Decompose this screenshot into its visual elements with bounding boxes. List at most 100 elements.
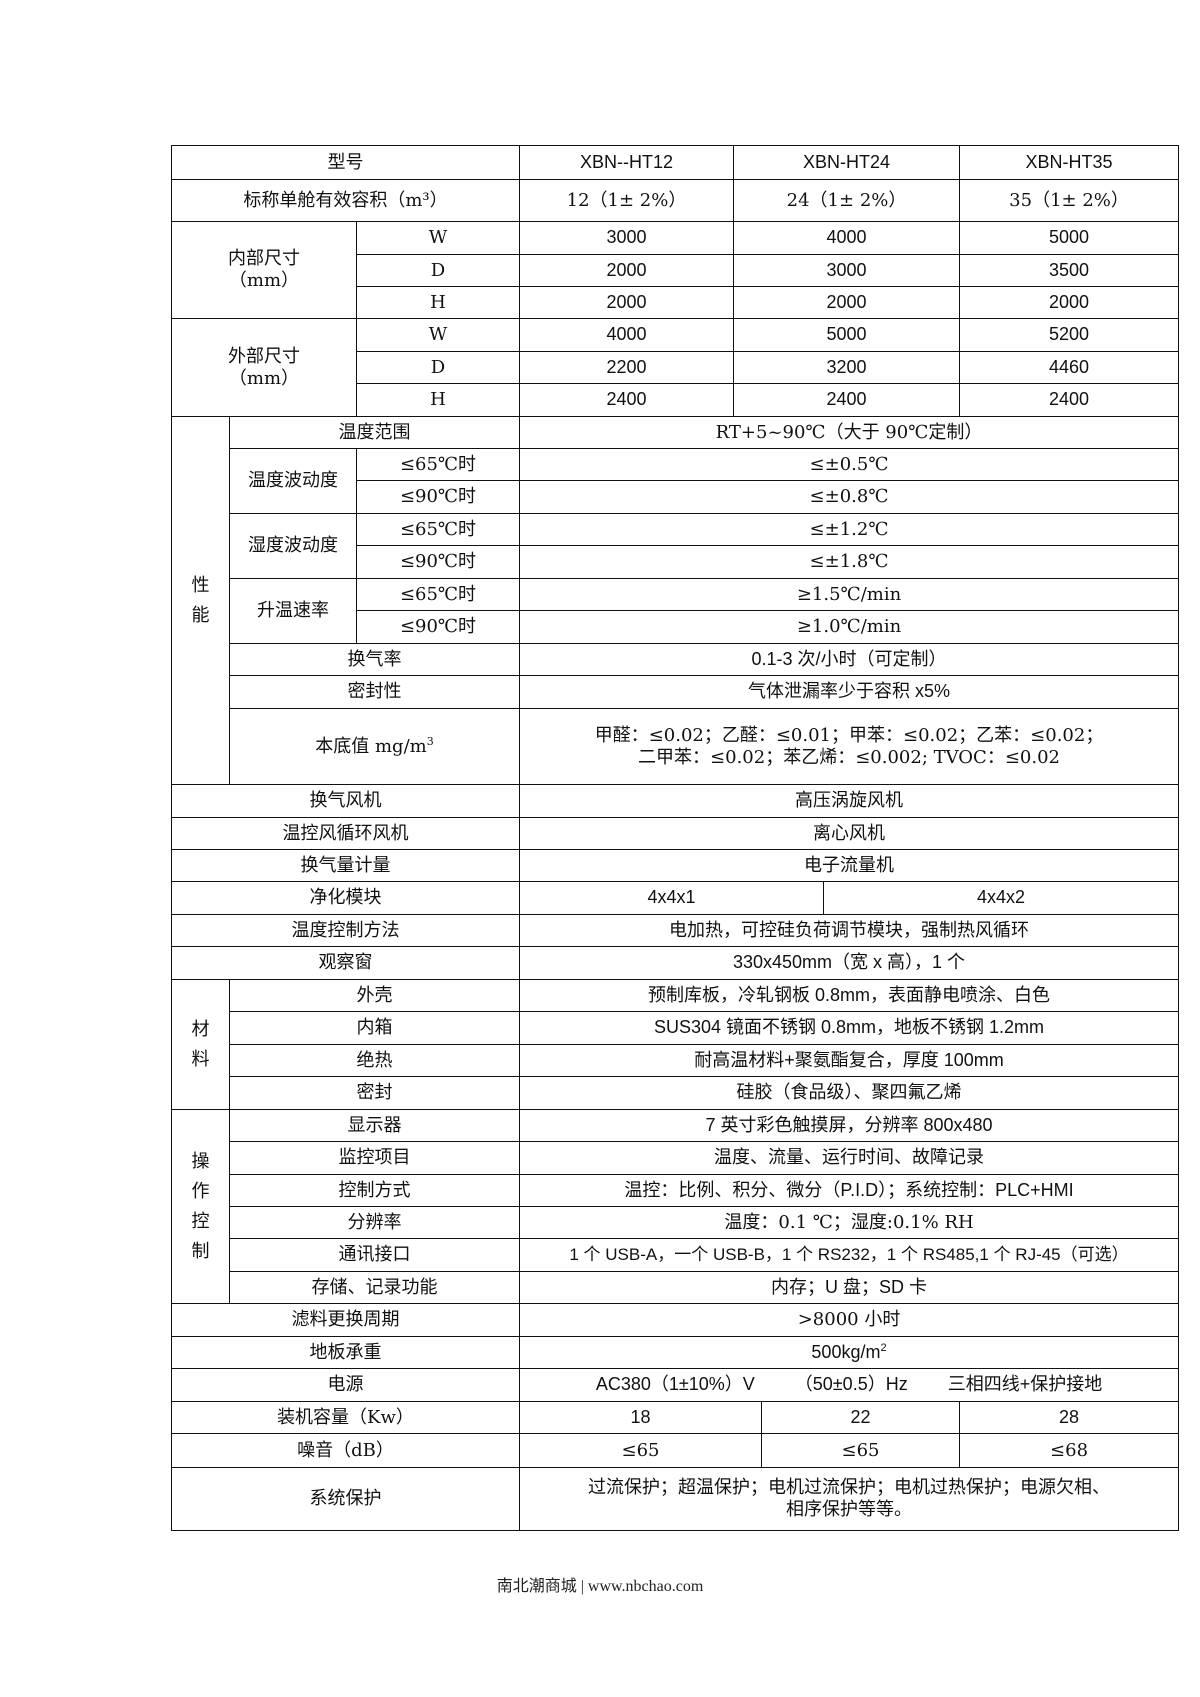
material-row: 材料 外壳 预制库板，冷轧钢板 0.8mm，表面静电喷涂、白色: [171, 979, 1180, 1110]
row-label: 换气率: [229, 643, 520, 676]
sealing-row: 密封性 气体泄漏率少于容积 x5%: [172, 675, 1180, 709]
cell: 4000: [519, 318, 734, 352]
power-row: 电源 AC380（1±10%）V （50±0.5）Hz 三相四线+保护接地: [171, 1368, 1180, 1402]
row-label: 内箱: [229, 1011, 520, 1045]
protection-line: 过流保护；超温保护；电机过流保护；电机过热保护；电源欠相、: [588, 1477, 1111, 1499]
operation-row: 存储、记录功能 内存；U 盘；SD 卡: [172, 1271, 1180, 1304]
condition: ≤65℃时: [356, 448, 520, 481]
condition: ≤65℃时: [356, 578, 520, 611]
row-value: 过流保护；超温保护；电机过流保护；电机过热保护；电源欠相、 相序保护等等。: [518, 1467, 1180, 1531]
cell: 2400: [519, 383, 734, 417]
materials-group-label: 材料: [171, 979, 230, 1110]
operation-row: 通讯接口 1 个 USB-A，一个 USB-B，1 个 RS232，1 个 RS…: [172, 1238, 1180, 1272]
general-row: 温控风循环风机 离心风机: [171, 817, 1180, 850]
row-value: 330x450mm（宽 x 高），1 个: [518, 946, 1180, 980]
dim-label: W: [356, 221, 520, 255]
outer-size-unit: （mm）: [228, 367, 300, 389]
operation-row: 控制方式 温控：比例、积分、微分（P.I.D）；系统控制：PLC+HMI: [172, 1174, 1180, 1207]
cell: 3000: [519, 221, 734, 255]
row-label: 净化模块: [171, 881, 520, 915]
model-row: 型号 XBN--HT12 XBN-HT24 XBN-HT35: [171, 145, 1180, 180]
model-label: 型号: [171, 145, 520, 180]
row-label: 电源: [171, 1368, 520, 1402]
background-line: 甲醛：≤0.02；乙醛：≤0.01；甲苯：≤0.02；乙苯：≤0.02；: [594, 724, 1104, 746]
volume-3: 35（1± 2%）: [959, 179, 1180, 222]
volume-2: 24（1± 2%）: [732, 179, 961, 222]
floor-load-sup: 2: [880, 1341, 887, 1354]
row-value: ≤68: [959, 1433, 1180, 1468]
row-value: 28: [959, 1401, 1180, 1434]
cell: 3500: [959, 254, 1180, 287]
row-value: ≤±0.5℃: [518, 448, 1180, 481]
dim-label: D: [356, 254, 520, 287]
cell: 3200: [732, 351, 961, 384]
temp-fluct-row: 温度波动度 ≤65℃时 ≤±0.5℃: [172, 448, 1180, 514]
row-value: 1 个 USB-A，一个 USB-B，1 个 RS232，1 个 RS485,1…: [518, 1238, 1180, 1272]
background-sup: 3: [426, 735, 434, 749]
operation-row: 监控项目 温度、流量、运行时间、故障记录: [172, 1141, 1180, 1175]
volume-label: 标称单舱有效容积（m³）: [171, 179, 520, 222]
performance-group-label: 性能: [171, 416, 230, 785]
row-label: 换气风机: [171, 784, 520, 818]
humid-fluct-row: 湿度波动度 ≤65℃时 ≤±1.2℃: [172, 513, 1180, 579]
row-value: 电子流量机: [518, 849, 1180, 882]
row-label: 存储、记录功能: [229, 1271, 520, 1304]
model-3: XBN-HT35: [959, 145, 1180, 180]
row-value: RT+5~90℃（大于 90℃定制）: [518, 416, 1180, 449]
row-value: SUS304 镜面不锈钢 0.8mm，地板不锈钢 1.2mm: [518, 1011, 1180, 1045]
cell: 2000: [959, 286, 1180, 319]
material-row: 内箱 SUS304 镜面不锈钢 0.8mm，地板不锈钢 1.2mm: [172, 1011, 1180, 1045]
row-value: ≤65: [519, 1433, 762, 1468]
inner-w-row: 内部尺寸 （mm） W 3000 4000 5000: [171, 221, 1180, 319]
row-value: 内存；U 盘；SD 卡: [518, 1271, 1180, 1304]
condition: ≤65℃时: [356, 513, 520, 546]
row-label: 监控项目: [229, 1141, 520, 1175]
row-value: 预制库板，冷轧钢板 0.8mm，表面静电喷涂、白色: [518, 979, 1180, 1012]
installed-power-row: 装机容量（Kw） 18 22 28: [171, 1401, 1180, 1434]
row-value: 7 英寸彩色触摸屏，分辨率 800x480: [518, 1109, 1180, 1142]
row-value: ≥1.0℃/min: [518, 610, 1180, 644]
row-value: 耐高温材料+聚氨酯复合，厚度 100mm: [518, 1044, 1180, 1077]
spec-table: 型号 XBN--HT12 XBN-HT24 XBN-HT35 标称单舱有效容积（…: [171, 145, 1180, 1531]
row-label: 温度控制方法: [171, 914, 520, 947]
row-label: 温度波动度: [229, 448, 357, 514]
performance-group-text: 性能: [191, 574, 210, 626]
volume-row: 标称单舱有效容积（m³） 12（1± 2%） 24（1± 2%） 35（1± 2…: [171, 179, 1180, 222]
operation-group-text: 操作控制: [191, 1150, 210, 1262]
condition: ≤90℃时: [356, 610, 520, 644]
row-label: 换气量计量: [171, 849, 520, 882]
protection-line: 相序保护等等。: [786, 1499, 913, 1520]
row-value: 硅胶（食品级）、聚四氟乙烯: [518, 1076, 1180, 1110]
background-row: 本底值 mg/m3 甲醛：≤0.02；乙醛：≤0.01；甲苯：≤0.02；乙苯：…: [172, 708, 1180, 785]
row-label: 密封性: [229, 675, 520, 709]
row-value: 离心风机: [518, 817, 1180, 850]
row-value: AC380（1±10%）V （50±0.5）Hz 三相四线+保护接地: [518, 1368, 1180, 1402]
row-value: ≥1.5℃/min: [518, 578, 1180, 611]
temp-range-row: 性能 温度范围 RT+5~90℃（大于 90℃定制）: [171, 416, 1180, 785]
model-2: XBN-HT24: [732, 145, 961, 180]
inner-size-title: 内部尺寸: [228, 248, 300, 270]
outer-w-row: 外部尺寸 （mm） W 4000 5000 5200: [171, 318, 1180, 417]
row-value: 温控：比例、积分、微分（P.I.D）；系统控制：PLC+HMI: [518, 1174, 1180, 1207]
inner-h-row: H 2000 2000 2000: [172, 286, 1180, 319]
outer-size-title: 外部尺寸: [228, 345, 300, 367]
filter-cycle-row: 滤料更换周期 >8000 小时: [171, 1303, 1180, 1337]
row-label: 分辨率: [229, 1206, 520, 1239]
air-change-row: 换气率 0.1-3 次/小时（可定制）: [172, 643, 1180, 676]
cell: 5000: [732, 318, 961, 352]
operation-row: 操作控制 显示器 7 英寸彩色触摸屏，分辨率 800x480: [171, 1109, 1180, 1304]
row-value: >8000 小时: [518, 1303, 1180, 1337]
background-label: 本底值 mg/m: [315, 736, 427, 758]
row-value: 18: [519, 1401, 762, 1434]
cell: 2200: [519, 351, 734, 384]
cell: 4000: [732, 221, 961, 255]
protection-row: 系统保护 过流保护；超温保护；电机过流保护；电机过热保护；电源欠相、 相序保护等等…: [171, 1467, 1180, 1531]
outer-h-row: H 2400 2400 2400: [172, 383, 1180, 417]
cell: 2000: [732, 286, 961, 319]
row-value: ≤±0.8℃: [518, 480, 1180, 514]
cell: 2400: [959, 383, 1180, 417]
material-row: 密封 硅胶（食品级）、聚四氟乙烯: [172, 1076, 1180, 1110]
row-label: 滤料更换周期: [171, 1303, 520, 1337]
row-value: 电加热，可控硅负荷调节模块，强制热风循环: [518, 914, 1180, 947]
footer-text: 南北潮商城 | www.nbchao.com: [496, 1578, 704, 1595]
